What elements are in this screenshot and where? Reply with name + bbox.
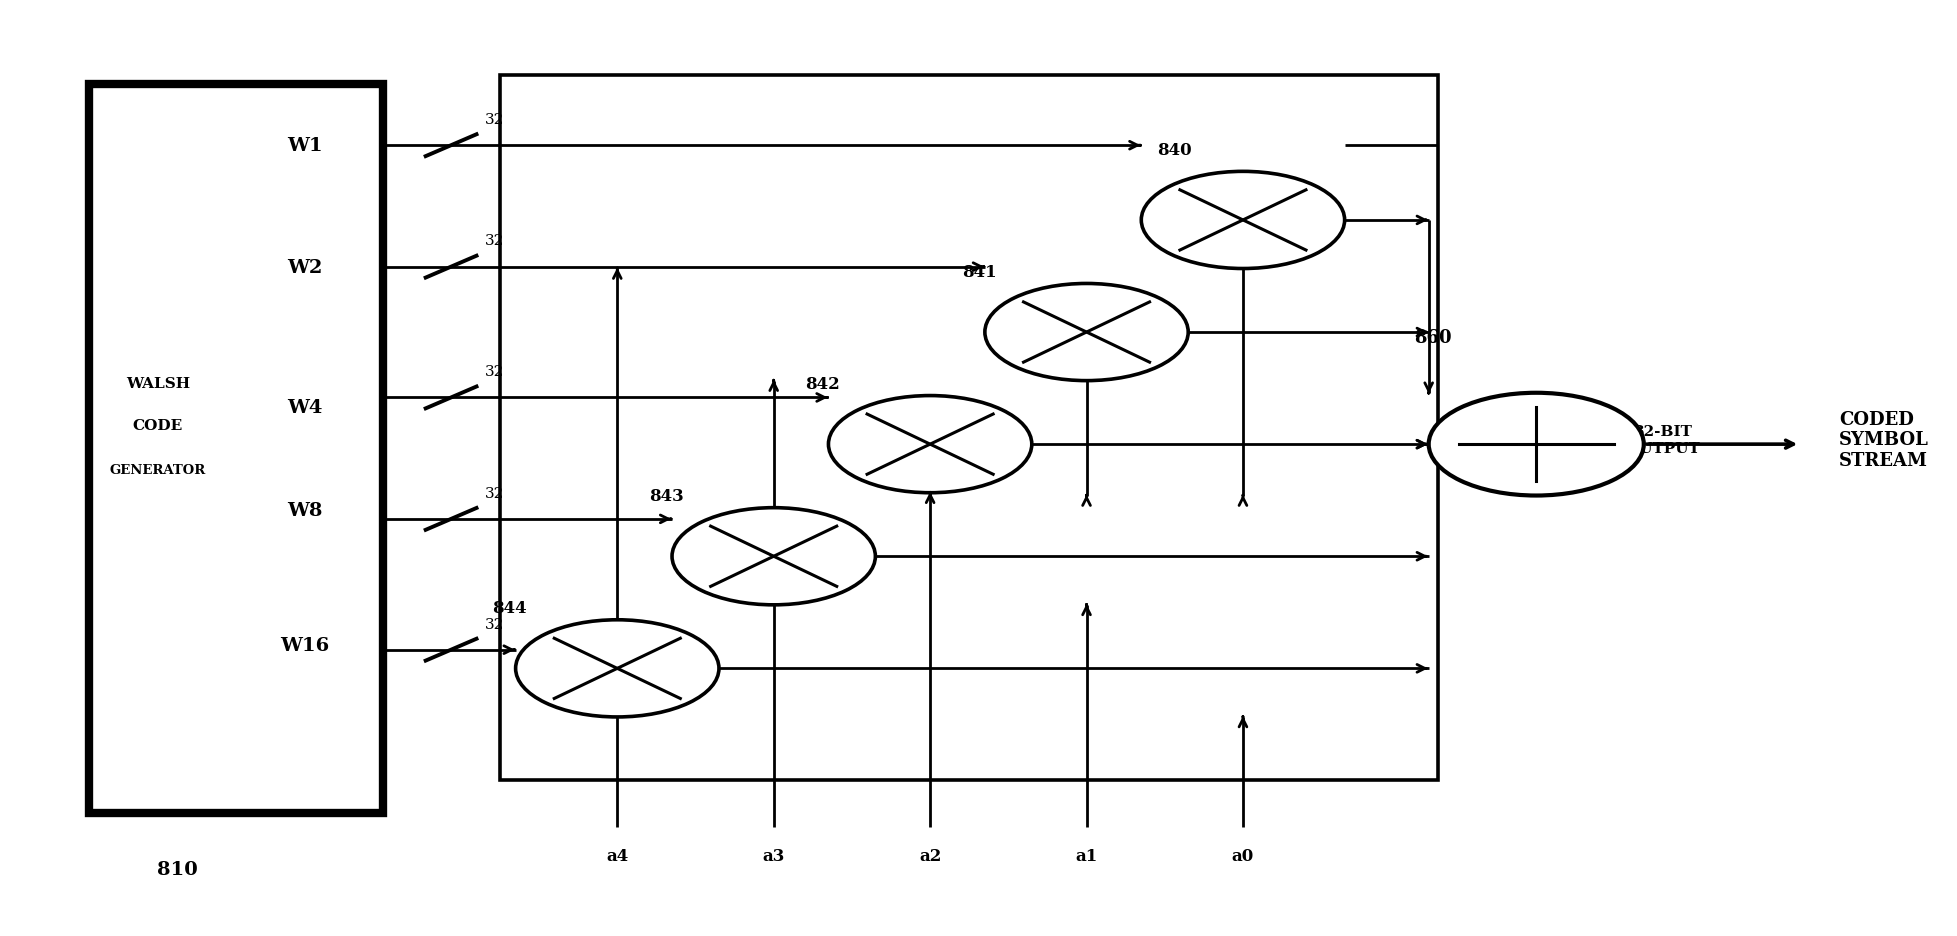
Text: a4: a4 xyxy=(607,847,628,864)
Text: 860: 860 xyxy=(1413,329,1450,346)
Text: a3: a3 xyxy=(761,847,785,864)
Circle shape xyxy=(984,285,1188,381)
Text: W2: W2 xyxy=(286,258,323,276)
Text: GENERATOR: GENERATOR xyxy=(110,463,205,476)
Text: W8: W8 xyxy=(286,501,323,519)
Text: CODE: CODE xyxy=(133,419,182,433)
Text: 843: 843 xyxy=(648,488,683,505)
Text: 32-BIT
OUTPUT: 32-BIT OUTPUT xyxy=(1626,425,1699,455)
Text: W4: W4 xyxy=(286,399,323,417)
Text: 810: 810 xyxy=(157,860,198,878)
Circle shape xyxy=(828,396,1031,493)
Text: 32: 32 xyxy=(483,365,503,379)
Text: a2: a2 xyxy=(918,847,941,864)
Text: WALSH: WALSH xyxy=(125,377,190,391)
Circle shape xyxy=(515,621,718,717)
Text: 32: 32 xyxy=(483,486,503,500)
Text: 32: 32 xyxy=(483,617,503,631)
Circle shape xyxy=(1141,172,1344,270)
Text: W16: W16 xyxy=(280,636,329,654)
Circle shape xyxy=(671,508,875,606)
Text: 841: 841 xyxy=(961,264,996,281)
Text: W1: W1 xyxy=(286,137,323,155)
Text: 32: 32 xyxy=(483,234,503,248)
Text: a0: a0 xyxy=(1231,847,1252,864)
Text: a1: a1 xyxy=(1074,847,1098,864)
FancyBboxPatch shape xyxy=(90,85,382,813)
Text: 844: 844 xyxy=(491,599,526,617)
Text: CODED
SYMBOL
STREAM: CODED SYMBOL STREAM xyxy=(1838,410,1928,470)
Text: 32: 32 xyxy=(483,113,503,127)
Text: 842: 842 xyxy=(804,375,840,392)
Circle shape xyxy=(1429,393,1644,496)
Text: 840: 840 xyxy=(1157,142,1192,159)
